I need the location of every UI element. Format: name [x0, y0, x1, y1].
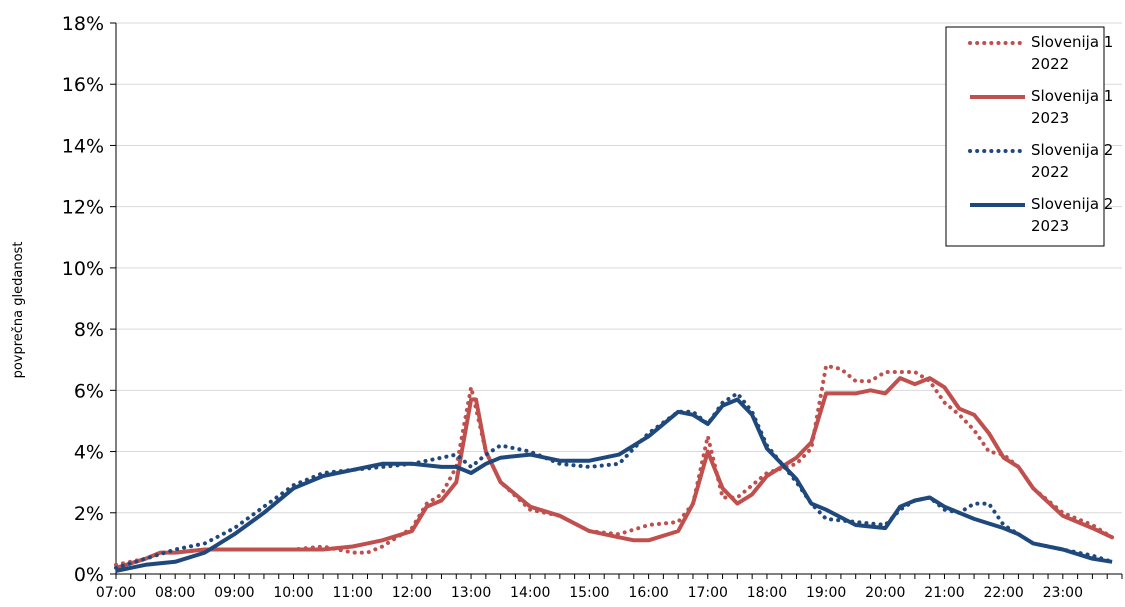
series-lines: [114, 363, 1115, 573]
legend-label: 2022: [1031, 55, 1069, 73]
series-line-3: [114, 391, 1115, 570]
x-tick-label: 19:00: [806, 585, 846, 601]
series-line-4: [115, 397, 1113, 573]
x-tick-labels: 07:00 08:00 09:00 10:00 11:00 12:00 13:00 14:00…: [96, 585, 1083, 601]
y-tick-label: 18%: [62, 13, 104, 35]
x-tick-label: 16:00: [628, 585, 668, 601]
x-tick-label: 12:00: [392, 585, 432, 601]
legend-label: 2022: [1031, 163, 1069, 181]
legend-label: Slovenija 1: [1031, 87, 1113, 105]
y-tick-label: 14%: [62, 135, 104, 157]
y-tick-label: 10%: [62, 258, 104, 280]
legend-label: 2023: [1031, 217, 1069, 235]
x-tick-label: 18:00: [747, 585, 787, 601]
series-line-1: [114, 363, 1115, 567]
y-tick-label: 16%: [62, 74, 104, 96]
y-tick-label: 12%: [62, 197, 104, 219]
y-tick-label: 2%: [74, 503, 104, 525]
y-tick-label: 6%: [74, 380, 104, 402]
legend-label: Slovenija 2: [1031, 141, 1113, 159]
y-tick-labels: 0% 2% 4% 6% 8% 10% 12% 14% 16% 18%: [62, 13, 104, 586]
x-tick-label: 14:00: [510, 585, 550, 601]
y-tick-label: 8%: [74, 319, 104, 341]
y-axis-label: povprečna gledanost: [11, 242, 26, 379]
x-tick-label: 22:00: [983, 585, 1023, 601]
x-tick-label: 09:00: [214, 585, 254, 601]
legend-box: [945, 26, 1105, 247]
axes: [115, 23, 1123, 579]
x-tick-label: 08:00: [155, 585, 195, 601]
legend: Slovenija 1 2022 Slovenija 1 2023 Slovenija …: [945, 26, 1113, 247]
legend-label: Slovenija 1: [1031, 33, 1113, 51]
x-tick-label: 20:00: [865, 585, 905, 601]
series-line-2: [115, 376, 1113, 570]
x-tick-label: 17:00: [688, 585, 728, 601]
x-tick-label: 21:00: [924, 585, 964, 601]
y-tick-label: 0%: [74, 564, 104, 586]
x-tick-label: 07:00: [96, 585, 136, 601]
x-tick-label: 11:00: [333, 585, 373, 601]
x-tick-label: 15:00: [569, 585, 609, 601]
legend-label: Slovenija 2: [1031, 195, 1113, 213]
x-tick-label: 10:00: [273, 585, 313, 601]
legend-label: 2023: [1031, 109, 1069, 127]
y-tick-label: 4%: [74, 442, 104, 464]
x-tick-label: 23:00: [1043, 585, 1083, 601]
x-tick-label: 13:00: [451, 585, 491, 601]
